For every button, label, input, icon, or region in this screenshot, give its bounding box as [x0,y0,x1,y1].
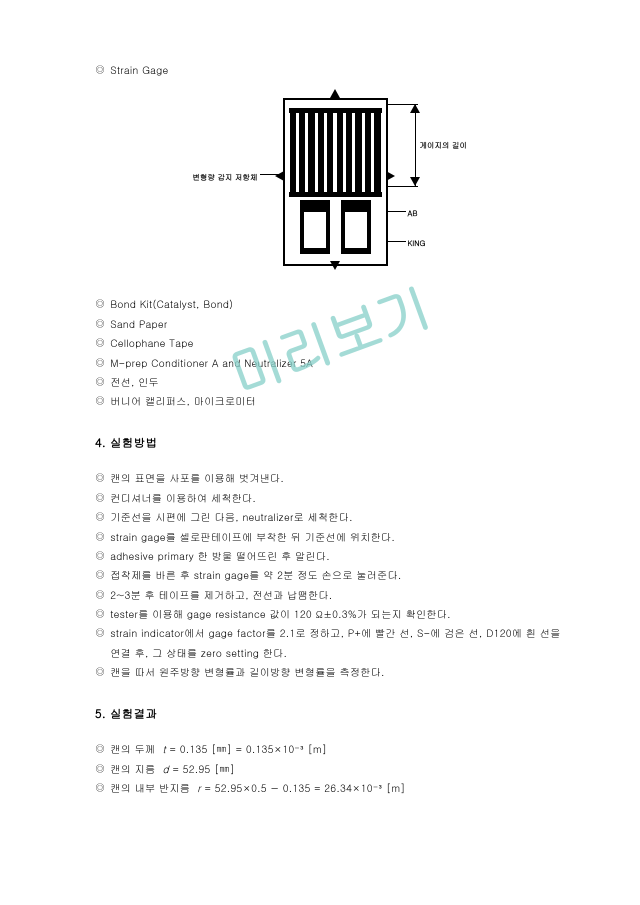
figure-label-left: 변형량 감지 저항체 [193,171,258,185]
bullet-item: ◎ 캔을 따서 원주방향 변형률과 길이방향 변형률을 측정한다. [95,662,570,681]
bullet-glyph: ◎ [95,527,105,546]
result-equation: = 52.95×0.5 − 0.135 = 26.34×10⁻³ [m] [204,778,405,797]
strain-gage-figure: 변형량 감지 저항체 게이지의 길이 AB KING [218,91,448,276]
result-equation: = 52.95 [㎜] [173,759,236,778]
bullet-item: ◎ 접착제를 바른 후 strain gage를 약 2분 정도 손으로 눌러준다… [95,565,570,584]
result-label: 캔의 지름 [110,759,155,778]
bullet-text: 접착제를 바른 후 strain gage를 약 2분 정도 손으로 눌러준다. [110,565,401,584]
bullet-glyph: ◎ [95,353,105,372]
bullet-item: ◎ Strain Gage [95,60,570,79]
bullet-glyph: ◎ [95,333,105,352]
materials-list: ◎ Bond Kit(Catalyst, Bond) ◎ Sand Paper ◎ C… [95,294,570,410]
section-4-title: 4. 실험방법 [95,433,570,455]
figure-container: 변형량 감지 저항체 게이지의 길이 AB KING [95,91,570,276]
bullet-glyph: ◎ [95,662,105,681]
bullet-text: Strain Gage [110,60,168,79]
bullet-glyph: ◎ [95,565,105,584]
figure-label-gage-length: 게이지의 길이 [420,139,468,153]
results-list: ◎ 캔의 두께 t = 0.135 [㎜] = 0.135×10⁻³ [m] ◎… [95,739,570,797]
bullet-text: 버니어 캘리퍼스, 마이크로미터 [110,391,256,410]
section-5-title: 5. 실험결과 [95,704,570,726]
result-symbol: t [163,739,166,758]
bullet-glyph: ◎ [95,314,105,333]
bullet-item: ◎ 컨디셔너를 이용하여 세척한다. [95,488,570,507]
bullet-glyph: ◎ [95,585,105,604]
bullet-item: ◎ strain gage를 셀로판테이프에 부착한 뒤 기준선에 위치한다. [95,527,570,546]
bullet-glyph: ◎ [95,488,105,507]
bullet-item: ◎ 캔의 두께 t = 0.135 [㎜] = 0.135×10⁻³ [m] [95,739,570,758]
bullet-item: ◎ 캔의 내부 반지름 r = 52.95×0.5 − 0.135 = 26.3… [95,778,570,797]
bullet-item: ◎strain indicator에서 gage factor를 2.1로 정하… [95,623,570,662]
document-page: 미리보기 ◎ Strain Gage [0,0,640,905]
bullet-glyph: ◎ [95,372,105,391]
method-list: ◎캔의 표면을 사포를 이용해 벗겨낸다. ◎컨디셔너를 이용하여 세척한다. … [95,468,570,681]
result-equation: = 0.135 [㎜] = 0.135×10⁻³ [m] [170,739,328,758]
bullet-item: ◎ 캔의 표면을 사포를 이용해 벗겨낸다. [95,468,570,487]
bullet-item: ◎ M-prep Conditioner A and Neutralizer 5A [95,353,570,372]
result-label: 캔의 내부 반지름 [110,778,190,797]
bullet-text: M-prep Conditioner A and Neutralizer 5A [110,353,313,372]
bullet-text: Cellophane Tape [110,333,193,352]
bullet-text: Bond Kit(Catalyst, Bond) [110,294,233,313]
bullet-text: 2~3분 후 테이프를 제거하고, 전선과 납땜한다. [110,585,332,604]
figure-label-ab: AB [408,207,418,221]
figure-label-king: KING [408,237,426,251]
bullet-text: adhesive primary 한 방울 떨어뜨린 후 말린다. [110,546,330,565]
bullet-item: ◎ 전선, 인두 [95,372,570,391]
bullet-text: tester를 이용해 gage resistance 값이 120 Ω±0.3… [110,604,451,623]
bullet-item: ◎ 2~3분 후 테이프를 제거하고, 전선과 납땜한다. [95,585,570,604]
bullet-glyph: ◎ [95,546,105,565]
bullet-text: 컨디셔너를 이용하여 세척한다. [110,488,256,507]
gage-body [283,98,388,266]
bullet-glyph: ◎ [95,778,105,797]
bullet-glyph: ◎ [95,604,105,623]
bullet-glyph: ◎ [95,507,105,526]
bullet-item: ◎ Bond Kit(Catalyst, Bond) [95,294,570,313]
bullet-glyph: ◎ [95,623,105,662]
result-symbol: r [197,778,201,797]
bullet-glyph: ◎ [95,60,105,79]
bullet-text: Sand Paper [110,314,167,333]
result-label: 캔의 두께 [110,739,155,758]
result-symbol: d [163,759,169,778]
bullet-item: ◎ Sand Paper [95,314,570,333]
bullet-text: 기준선을 시편에 그린 다음, neutralizer로 세척한다. [110,507,352,526]
bullet-glyph: ◎ [95,391,105,410]
bullet-text: strain gage를 셀로판테이프에 부착한 뒤 기준선에 위치한다. [110,527,395,546]
bullet-item: ◎ Cellophane Tape [95,333,570,352]
bullet-item: ◎ tester를 이용해 gage resistance 값이 120 Ω±0.… [95,604,570,623]
bullet-glyph: ◎ [95,294,105,313]
bullet-glyph: ◎ [95,739,105,758]
bullet-item: ◎ adhesive primary 한 방울 떨어뜨린 후 말린다. [95,546,570,565]
bullet-glyph: ◎ [95,468,105,487]
bullet-text: 캔을 따서 원주방향 변형률과 길이방향 변형률을 측정한다. [110,662,384,681]
bullet-item: ◎ 기준선을 시편에 그린 다음, neutralizer로 세척한다. [95,507,570,526]
bullet-glyph: ◎ [95,759,105,778]
bullet-text: strain indicator에서 gage factor를 2.1로 정하고… [110,623,570,662]
bullet-item: ◎ 버니어 캘리퍼스, 마이크로미터 [95,391,570,410]
bullet-text: 전선, 인두 [110,372,159,391]
bullet-text: 캔의 표면을 사포를 이용해 벗겨낸다. [110,468,284,487]
bullet-item: ◎ 캔의 지름 d = 52.95 [㎜] [95,759,570,778]
